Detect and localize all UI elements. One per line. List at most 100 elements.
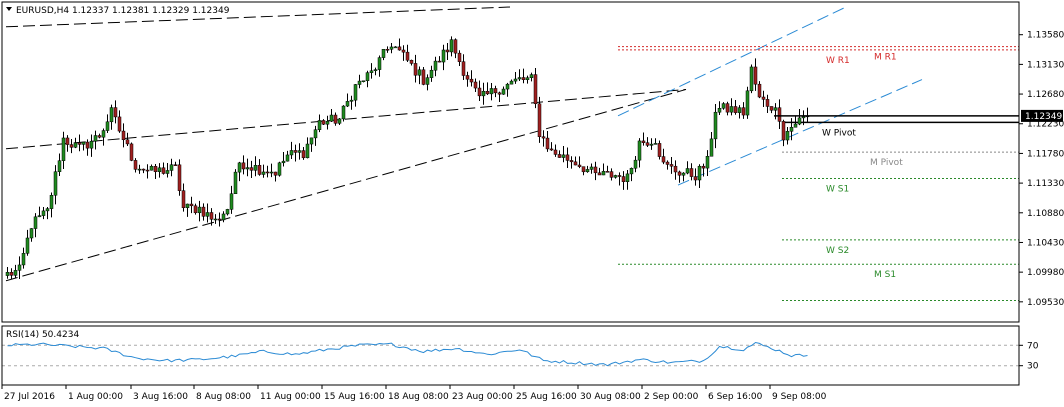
candle-body xyxy=(649,143,654,146)
time-tick-label: 30 Aug 08:00 xyxy=(580,392,641,402)
trendline[interactable] xyxy=(5,88,687,282)
candle-body xyxy=(589,166,594,170)
candle-body xyxy=(189,203,194,207)
price-tick-label: 1.09980 xyxy=(1027,268,1064,278)
candle-body xyxy=(629,167,634,175)
candle-body xyxy=(713,111,718,140)
candle-body xyxy=(569,160,574,163)
dropdown-triangle-icon[interactable] xyxy=(6,7,12,11)
candle-body xyxy=(181,190,186,208)
candle-body xyxy=(117,116,122,132)
candle-body xyxy=(205,212,210,217)
candle-body xyxy=(25,237,30,254)
candle-body xyxy=(745,90,750,116)
candle-body xyxy=(261,171,266,175)
candle-body xyxy=(53,171,58,196)
pivot-level-label: W S1 xyxy=(826,184,849,194)
candle-body xyxy=(305,143,310,159)
candle-body xyxy=(17,264,22,271)
pivot-level-label: W R1 xyxy=(826,56,850,66)
candle-body xyxy=(21,253,26,266)
time-tick-label: 2 Sep 00:00 xyxy=(644,392,699,402)
candle-body xyxy=(157,167,162,172)
trendline[interactable] xyxy=(677,79,923,186)
candle-body xyxy=(137,168,142,171)
candle-body xyxy=(561,154,566,158)
candle-body xyxy=(237,162,242,173)
candle-body xyxy=(605,171,610,173)
candle-body xyxy=(777,107,782,122)
time-tick-label: 18 Aug 08:00 xyxy=(388,392,449,402)
time-tick-label: 11 Aug 00:00 xyxy=(260,392,321,402)
candle-body xyxy=(533,74,538,105)
price-axis: 1.13580 1.13130 1.12680 1.12230 1.11780 1.113… xyxy=(774,31,1064,308)
price-tick-label: 1.12680 xyxy=(1027,90,1064,100)
candle-body xyxy=(489,88,494,95)
candle-body xyxy=(725,103,730,113)
candle-body xyxy=(753,66,758,85)
trendline[interactable] xyxy=(617,6,847,117)
chart-header: EURUSD,H4 1.12337 1.12381 1.12329 1.1234… xyxy=(6,6,230,16)
candle-body xyxy=(69,144,74,148)
candle-body xyxy=(773,107,778,111)
candle-body xyxy=(445,49,450,53)
trendline[interactable] xyxy=(5,88,687,150)
candle-body xyxy=(501,88,506,95)
price-tick-label: 1.11330 xyxy=(1027,179,1064,189)
candle-body xyxy=(37,215,42,218)
candle-body xyxy=(77,142,82,145)
candle-body xyxy=(197,206,202,214)
candle-body xyxy=(353,84,358,101)
candle-body xyxy=(245,167,250,170)
candle-body xyxy=(785,131,790,141)
candle-body xyxy=(285,154,290,162)
candle-body xyxy=(497,92,502,95)
time-tick-label: 25 Aug 16:00 xyxy=(516,392,577,402)
candle-body xyxy=(89,140,94,149)
candle-body xyxy=(93,135,98,142)
candle-body xyxy=(433,60,438,71)
candle-body xyxy=(337,118,342,124)
candle-body xyxy=(61,137,66,161)
candle-body xyxy=(481,90,486,97)
candle-body xyxy=(309,137,314,145)
trendlines xyxy=(5,6,923,282)
candle-body xyxy=(381,49,386,58)
chart-frame xyxy=(1,1,1020,386)
candle-body xyxy=(361,80,366,83)
candle-body xyxy=(57,160,62,172)
candle-body xyxy=(201,206,206,217)
candle-body xyxy=(665,161,670,165)
candle-body xyxy=(473,81,478,89)
candle-body xyxy=(365,72,370,82)
candle-body xyxy=(125,139,130,145)
candle-body xyxy=(485,90,490,95)
candle-body xyxy=(449,39,454,53)
candle-body xyxy=(585,169,590,173)
candle-body xyxy=(33,216,38,229)
main-pane-border xyxy=(1,1,1020,323)
candle-body xyxy=(545,137,550,150)
time-tick-label: 27 Jul 2016 xyxy=(4,392,55,402)
candle-body xyxy=(253,165,258,171)
rsi-line xyxy=(7,341,808,367)
candle-body xyxy=(617,175,622,177)
candle-body xyxy=(701,165,706,169)
candle-body xyxy=(573,161,578,166)
candle-body xyxy=(525,77,530,80)
price-tick-label: 1.13130 xyxy=(1027,60,1064,70)
candle-body xyxy=(413,63,418,76)
candle-body xyxy=(409,59,414,64)
candle-body xyxy=(277,162,282,176)
time-tick-label: 9 Sep 08:00 xyxy=(772,392,827,402)
candle-body xyxy=(217,218,222,221)
candle-body xyxy=(373,69,378,72)
candle-body xyxy=(133,160,138,170)
time-tick-label: 1 Aug 00:00 xyxy=(68,392,123,402)
candle-body xyxy=(81,141,86,145)
symbol-title: EURUSD,H4 1.12337 1.12381 1.12329 1.1234… xyxy=(16,6,230,16)
candle-body xyxy=(273,171,278,176)
candle-body xyxy=(425,77,430,85)
candle-body xyxy=(469,78,474,83)
